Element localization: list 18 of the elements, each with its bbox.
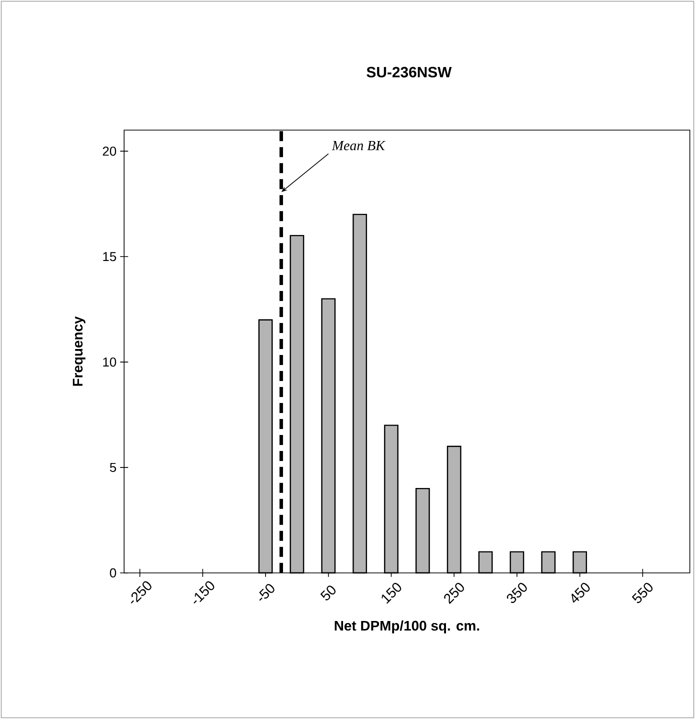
y-tick-label: 20 <box>102 146 116 156</box>
x-tick-label: -150 <box>194 581 214 604</box>
x-tick-label: 350 <box>506 582 527 604</box>
x-tick-label: -250 <box>130 581 152 604</box>
y-tick-label: 0 <box>110 568 116 578</box>
ref-line-label: Mean BK <box>332 140 386 150</box>
y-axis-title: Frequency <box>72 316 86 386</box>
x-tick-label: 550 <box>632 582 653 604</box>
chart-title: SU-236NSW <box>366 66 452 78</box>
x-axis-title: Net DPMp/100 sq. cm. <box>334 620 480 634</box>
x-tick-label: -50 <box>259 584 274 601</box>
x-tick-label: 150 <box>382 582 402 604</box>
x-tick-label: 250 <box>444 582 464 604</box>
y-tick-label: 5 <box>110 462 116 472</box>
y-tick-label: 15 <box>103 252 116 262</box>
y-tick-label: 10 <box>103 357 116 367</box>
x-tick-label: 50 <box>320 586 336 600</box>
x-tick-label: 450 <box>572 582 590 603</box>
